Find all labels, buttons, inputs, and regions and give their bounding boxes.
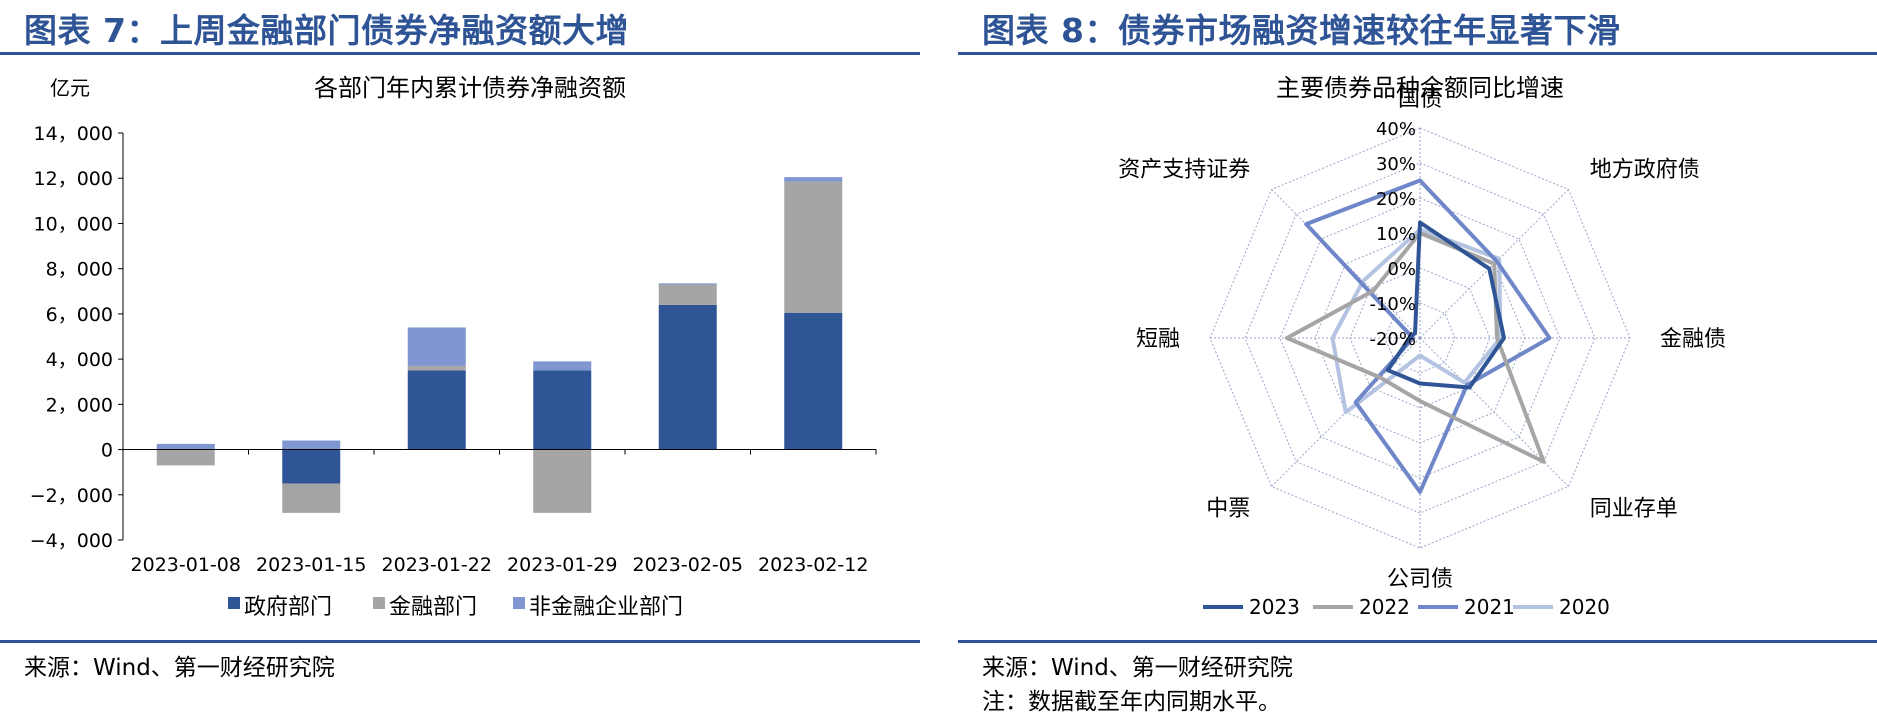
bar-segment-非金融企业部门-2023-01-29 [533, 361, 592, 371]
bar-x-tick-label: 2023-02-12 [758, 554, 868, 576]
bar-y-tick-label: −4，000 [30, 530, 113, 552]
radar-legend-label: 2020 [1559, 595, 1610, 619]
bar-chart-ylabel: 亿元 [50, 76, 90, 100]
radar-axis-label: 短融 [1136, 327, 1180, 352]
bar-x-tick-label: 2023-01-08 [131, 554, 241, 576]
bar-segment-政府部门-2023-02-12 [784, 312, 843, 450]
bar-x-tick-label: 2023-02-05 [633, 554, 743, 576]
bar-segment-金融部门-2023-02-12 [784, 181, 843, 313]
bar-legend-swatch [373, 597, 385, 609]
bar-x-tick-label: 2023-01-22 [382, 554, 492, 576]
radar-r-tick-label: -20% [1369, 329, 1416, 350]
radar-legend-label: 2022 [1359, 595, 1410, 619]
bar-y-tick-label: 10，000 [34, 213, 113, 235]
radar-chart-title: 主要债券品种余额同比增速 [1276, 74, 1564, 102]
bar-legend-label: 政府部门 [244, 595, 332, 620]
radar-r-tick-label: 0% [1387, 259, 1416, 280]
bar-legend-label: 金融部门 [389, 595, 477, 620]
bar-chart-title: 各部门年内累计债券净融资额 [314, 74, 626, 102]
bar-segment-政府部门-2023-01-29 [533, 370, 592, 450]
radar-r-tick-label: 20% [1376, 189, 1416, 210]
bar-segment-政府部门-2023-01-15 [282, 449, 341, 484]
bar-legend-label: 非金融企业部门 [529, 595, 683, 620]
radar-axis-label: 地方政府债 [1590, 157, 1700, 182]
bar-y-tick-label: 4，000 [46, 349, 113, 371]
right-figure-title: 图表 8：债券市场融资增速较往年显著下滑 [982, 11, 1621, 50]
bar-chart: 各部门年内累计债券净融资额 亿元 −4，000 −2，000 0 2，000 4，000… [30, 74, 877, 620]
bar-segment-金融部门-2023-02-05 [658, 284, 717, 305]
bar-y-tick-label: 6，000 [46, 304, 113, 326]
radar-legend-label: 2021 [1464, 595, 1515, 619]
radar-axis-label: 金融债 [1660, 327, 1726, 352]
bar-segment-非金融企业部门-2023-02-05 [658, 283, 717, 285]
right-note: 注：数据截至年内同期水平。 [982, 689, 1281, 715]
bar-segment-非金融企业部门-2023-01-22 [407, 327, 466, 366]
bar-y-tick-label: 2，000 [46, 394, 113, 416]
bar-segment-金融部门-2023-01-29 [533, 449, 592, 513]
bar-y-tick-label: 14，000 [34, 123, 113, 145]
left-figure-title: 图表 7：上周金融部门债券净融资额大增 [24, 11, 629, 50]
radar-grid-ring [1244, 162, 1596, 514]
radar-legend-label: 2023 [1249, 595, 1300, 619]
bar-segment-政府部门-2023-01-22 [407, 370, 466, 450]
bar-segment-非金融企业部门-2023-01-08 [156, 443, 215, 450]
radar-chart: 主要债券品种余额同比增速 40% 30% 20% 10% 0% -10% -20% 国债地方政… [1118, 74, 1726, 619]
bar-segment-金融部门-2023-01-22 [407, 365, 466, 371]
radar-series-2021 [1304, 178, 1552, 494]
radar-r-tick-label: 40% [1376, 119, 1416, 140]
left-bottom-rule [0, 640, 920, 643]
bar-y-tick-label: 12，000 [34, 168, 113, 190]
right-top-rule [958, 52, 1877, 55]
radar-axis-label: 公司债 [1387, 567, 1453, 592]
bar-segment-非金融企业部门-2023-01-15 [282, 440, 341, 450]
radar-axis-label: 资产支持证券 [1118, 157, 1250, 182]
radar-series-2023 [1385, 220, 1506, 390]
bar-y-tick-label: 8，000 [46, 259, 113, 281]
left-source: 来源：Wind、第一财经研究院 [24, 655, 335, 681]
radar-axis-label: 国债 [1398, 87, 1442, 112]
right-figure: 图表 8：债券市场融资增速较往年显著下滑 主要债券品种余额同比增速 40% 30%… [958, 0, 1877, 720]
bar-legend-swatch [228, 597, 240, 609]
bar-legend-swatch [513, 597, 525, 609]
right-bottom-rule [958, 640, 1877, 643]
left-figure: 图表 7：上周金融部门债券净融资额大增 各部门年内累计债券净融资额 亿元 −4，… [0, 0, 920, 720]
bar-x-tick-label: 2023-01-15 [256, 554, 366, 576]
bar-segment-政府部门-2023-02-05 [658, 304, 717, 450]
radar-axis-label: 同业存单 [1590, 497, 1678, 522]
bar-segment-金融部门-2023-01-08 [156, 449, 215, 466]
left-top-rule [0, 52, 920, 55]
radar-r-tick-label: 10% [1376, 224, 1416, 245]
radar-grid-ring [1349, 267, 1491, 409]
bar-y-tick-label: −2，000 [30, 485, 113, 507]
radar-r-tick-label: -10% [1369, 294, 1416, 315]
bar-segment-金融部门-2023-01-15 [282, 483, 341, 513]
radar-spoke [1419, 337, 1569, 487]
bar-y-tick-label: 0 [101, 440, 113, 462]
right-source: 来源：Wind、第一财经研究院 [982, 655, 1293, 681]
bar-segment-非金融企业部门-2023-02-12 [784, 177, 843, 182]
bar-x-tick-label: 2023-01-29 [507, 554, 617, 576]
radar-axis-label: 中票 [1206, 497, 1250, 522]
radar-r-tick-label: 30% [1376, 154, 1416, 175]
